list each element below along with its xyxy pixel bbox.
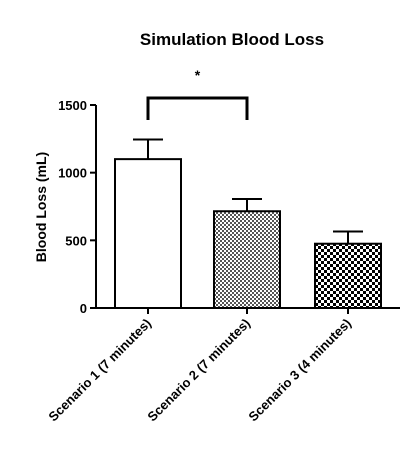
y-tick-label: 1000	[58, 166, 87, 181]
y-axis-label: Blood Loss (mL)	[33, 152, 49, 262]
significance-bracket	[146, 96, 249, 120]
significance-label: *	[195, 67, 201, 83]
y-tick-label: 1500	[58, 98, 87, 113]
bars-group	[114, 138, 382, 309]
x-tick-label: Scenario 3 (4 minutes)	[245, 316, 354, 425]
y-tick-label: 500	[65, 233, 87, 248]
x-tick-label: Scenario 1 (7 minutes)	[45, 316, 154, 425]
bar-1	[114, 158, 182, 309]
bar-2	[213, 210, 281, 309]
chart-title: Simulation Blood Loss	[140, 30, 324, 49]
significance-annotation: *	[146, 67, 249, 120]
y-tick-label: 0	[80, 301, 87, 316]
x-tick-label: Scenario 2 (7 minutes)	[144, 316, 253, 425]
bar-3	[314, 242, 382, 309]
